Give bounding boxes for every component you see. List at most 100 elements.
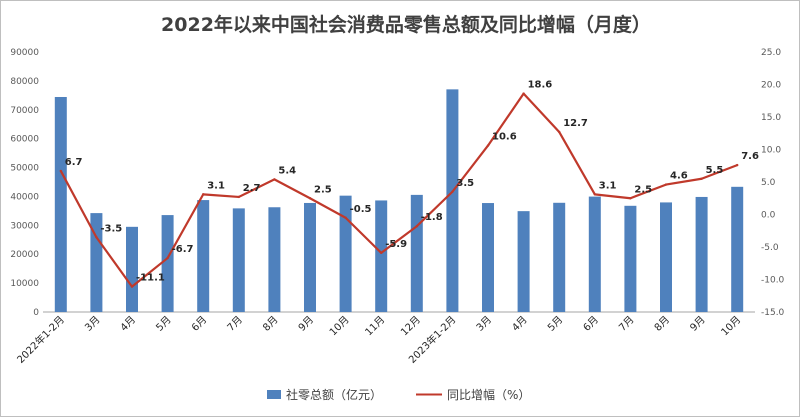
bar	[695, 196, 708, 312]
right-y-tick: -15.0	[761, 308, 785, 318]
bar	[161, 215, 174, 312]
x-tick-label: 10月	[327, 314, 352, 339]
line-point	[308, 197, 312, 200]
line-point	[700, 177, 703, 180]
x-tick-label: 12月	[398, 314, 423, 339]
line-point	[415, 225, 418, 228]
data-label: 3.1	[599, 180, 617, 191]
x-tick-label: 3月	[474, 314, 494, 334]
x-tick-label: 7月	[225, 314, 245, 334]
right-y-tick: -10.0	[761, 276, 785, 286]
x-tick-label: 10月	[719, 314, 744, 339]
bar	[54, 96, 67, 313]
line-point	[664, 183, 668, 186]
line-point	[451, 190, 454, 193]
bar	[553, 202, 566, 312]
left-y-tick: 80000	[10, 77, 39, 87]
line-point	[522, 92, 525, 95]
line-point	[593, 193, 596, 196]
x-tick-label: 2022年1-2月	[14, 313, 67, 366]
line-series: 6.7 -3.5 -11.1 -6.7 3.1 2.7 5.4 2.5 -0.5 -5.9 -1.8…	[59, 80, 759, 288]
bar-series	[54, 89, 744, 313]
data-label: 4.6	[670, 171, 688, 182]
x-tick-label: 7月	[616, 314, 636, 334]
line-point	[486, 144, 490, 147]
right-y-tick: 20.0	[761, 81, 781, 91]
line-point	[130, 285, 134, 288]
left-y-tick: 20000	[10, 250, 39, 260]
left-y-tick: 70000	[10, 106, 39, 116]
right-y-tick: 15.0	[761, 113, 781, 123]
bar	[304, 202, 316, 312]
data-label: 2.5	[634, 184, 652, 195]
line-point	[166, 256, 169, 260]
data-label: 18.6	[528, 80, 553, 91]
left-y-tick: 10000	[10, 279, 39, 289]
right-y-tick: -5.0	[761, 243, 779, 253]
x-tick-label: 4月	[510, 314, 530, 334]
x-tick-label: 6月	[581, 314, 601, 334]
x-tick-label: 5月	[154, 314, 174, 334]
left-y-tick: 0	[33, 308, 39, 318]
bar	[624, 205, 637, 312]
x-tick-label: 9月	[296, 314, 316, 334]
line-point	[736, 163, 739, 167]
line-point	[237, 195, 240, 199]
right-y-tick: 0.0	[761, 211, 776, 221]
data-label: 5.4	[278, 165, 296, 176]
data-label: 7.6	[741, 151, 759, 162]
bar	[126, 226, 138, 312]
data-label: -0.5	[350, 204, 372, 215]
legend: 社零总额（亿元） 同比增幅（%）	[267, 387, 530, 402]
line-point	[558, 130, 561, 134]
bar	[268, 207, 281, 312]
left-y-tick: 90000	[10, 48, 39, 58]
line-point	[59, 169, 62, 173]
left-y-tick: 50000	[10, 164, 39, 174]
x-tick-label: 8月	[652, 314, 672, 334]
data-label: -11.1	[136, 273, 165, 284]
bar	[482, 203, 494, 312]
data-label: 2.7	[243, 183, 261, 194]
data-label: 6.7	[65, 157, 83, 168]
left-y-tick: 40000	[10, 192, 39, 202]
legend-bar-label: 社零总额（亿元）	[286, 387, 382, 402]
bar	[588, 196, 601, 312]
data-label: 3.1	[207, 180, 225, 191]
bar	[517, 211, 530, 312]
line-point	[202, 193, 205, 196]
data-label: -6.7	[172, 244, 194, 255]
data-label: -5.9	[385, 239, 407, 250]
data-label: -1.8	[421, 212, 443, 223]
bar	[731, 186, 744, 312]
line-point	[344, 216, 347, 219]
line-point	[629, 197, 632, 200]
x-tick-label: 5月	[545, 314, 565, 334]
data-label: -3.5	[100, 223, 122, 234]
right-y-tick: 5.0	[761, 178, 776, 188]
data-label: 10.6	[492, 132, 517, 143]
right-y-tick: 10.0	[761, 146, 781, 156]
bar	[660, 202, 672, 312]
data-label: 2.5	[314, 184, 332, 195]
x-tick-label: 6月	[189, 314, 209, 334]
bar	[90, 213, 103, 312]
left-y-tick: 30000	[10, 221, 39, 231]
bar	[375, 200, 388, 312]
data-label: 5.5	[706, 165, 724, 176]
data-label: 12.7	[563, 118, 588, 129]
chart-title: 2022年以来中国社会消费品零售总额及同比增幅（月度）	[161, 13, 651, 36]
bar	[197, 200, 210, 312]
data-label: 3.5	[456, 178, 474, 189]
growth-line	[59, 92, 738, 288]
x-tick-label: 3月	[82, 314, 102, 334]
line-point	[380, 251, 383, 255]
x-tick-label: 11月	[363, 314, 388, 339]
right-y-tick: 25.0	[761, 48, 781, 58]
bar	[232, 208, 245, 312]
legend-bar-swatch	[267, 390, 281, 399]
legend-line-label: 同比增幅（%）	[447, 387, 530, 402]
bar	[446, 89, 459, 312]
